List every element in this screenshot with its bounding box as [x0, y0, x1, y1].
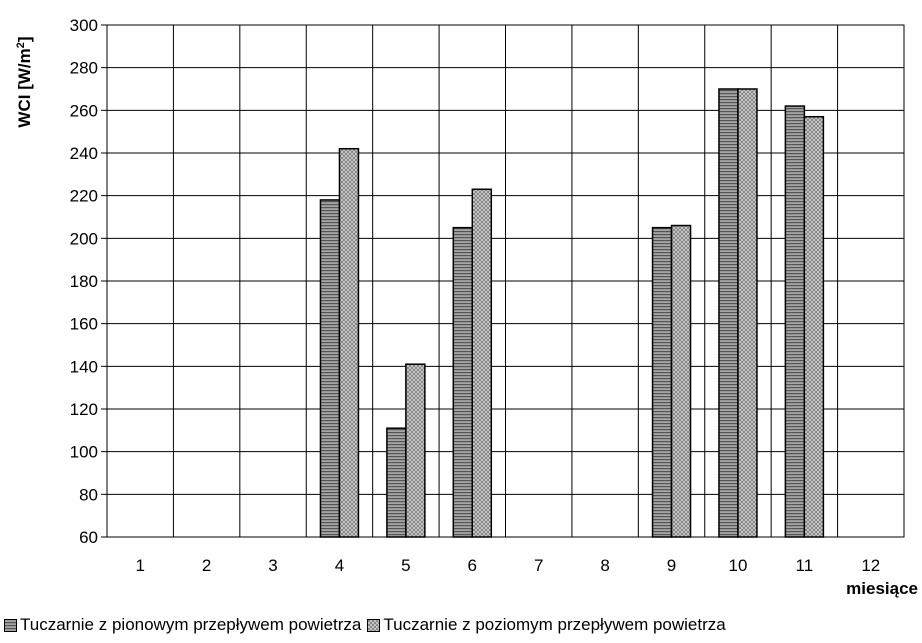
x-tick-label: 1	[135, 556, 144, 575]
legend-label-vertical: Tuczarnie z pionowym przepływem powietrz…	[20, 615, 362, 634]
y-tick-label: 300	[70, 16, 98, 35]
y-tick-label: 60	[79, 528, 98, 547]
y-axis-title: WCI [W/m2]	[15, 36, 34, 127]
bar-series2-cat-9	[670, 224, 692, 538]
bar-series1-cat-11	[784, 105, 806, 538]
y-tick-label: 260	[70, 101, 98, 120]
x-tick-label: 2	[202, 556, 211, 575]
legend-item-vertical: Tuczarnie z pionowym przepływem powietrz…	[4, 615, 361, 635]
bar-series2-cat-11	[803, 115, 825, 538]
bar-series1-cat-9	[651, 226, 673, 538]
bar-series2-cat-6	[471, 188, 493, 538]
legend-swatch-horizontal	[367, 618, 381, 632]
legend: Tuczarnie z pionowym przepływem powietrz…	[4, 614, 732, 636]
x-tick-label: 11	[796, 556, 814, 575]
bar-series1-cat-5	[386, 427, 407, 538]
x-tick-label: 4	[335, 556, 344, 575]
x-tick-label: 6	[468, 556, 477, 575]
x-tick-label: 9	[667, 556, 676, 575]
legend-swatch-vertical	[4, 618, 17, 632]
y-tick-label: 240	[70, 144, 98, 163]
y-tick-label: 120	[70, 400, 98, 419]
x-tick-label: 7	[534, 556, 543, 575]
plot-area-border	[106, 24, 905, 538]
x-tick-label: 12	[861, 556, 880, 575]
x-tick-label: 10	[728, 556, 747, 575]
bar-series2-cat-5	[405, 363, 426, 538]
x-tick-label: 3	[268, 556, 277, 575]
bar-series1-cat-6	[452, 226, 474, 538]
y-tick-label: 280	[70, 59, 98, 78]
x-axis-title: miesiące	[846, 579, 918, 598]
y-axis-title-main: WCI [W/m	[15, 48, 34, 127]
x-tick-label: 5	[401, 556, 410, 575]
bar-series1-cat-10	[718, 88, 739, 538]
x-tick-labels: 1 2 3 4 5 6 7 8 9 10 11 12	[135, 556, 880, 575]
y-tick-labels: 60 80 100 120 140 160 180 200 220 240 260 280 300	[70, 16, 98, 547]
legend-item-horizontal: Tuczarnie z poziomym przepływem powietrz…	[367, 615, 726, 635]
y-axis-title-sup: 2	[15, 42, 27, 48]
bar-series2-cat-10	[737, 88, 758, 538]
bars	[319, 88, 825, 538]
y-axis-title-end: ]	[15, 36, 34, 42]
y-tick-label: 160	[70, 315, 98, 334]
y-tick-label: 200	[70, 229, 98, 248]
legend-label-horizontal: Tuczarnie z poziomym przepływem powietrz…	[383, 615, 726, 634]
bar-series1-cat-4	[319, 199, 341, 538]
y-tick-label: 180	[70, 272, 98, 291]
bar-series2-cat-4	[338, 147, 360, 538]
x-tick-label: 8	[600, 556, 609, 575]
y-tick-label: 100	[70, 443, 98, 462]
grid	[101, 24, 905, 538]
y-tick-label: 140	[70, 357, 98, 376]
y-tick-label: 80	[79, 485, 98, 504]
y-tick-label: 220	[70, 187, 98, 206]
